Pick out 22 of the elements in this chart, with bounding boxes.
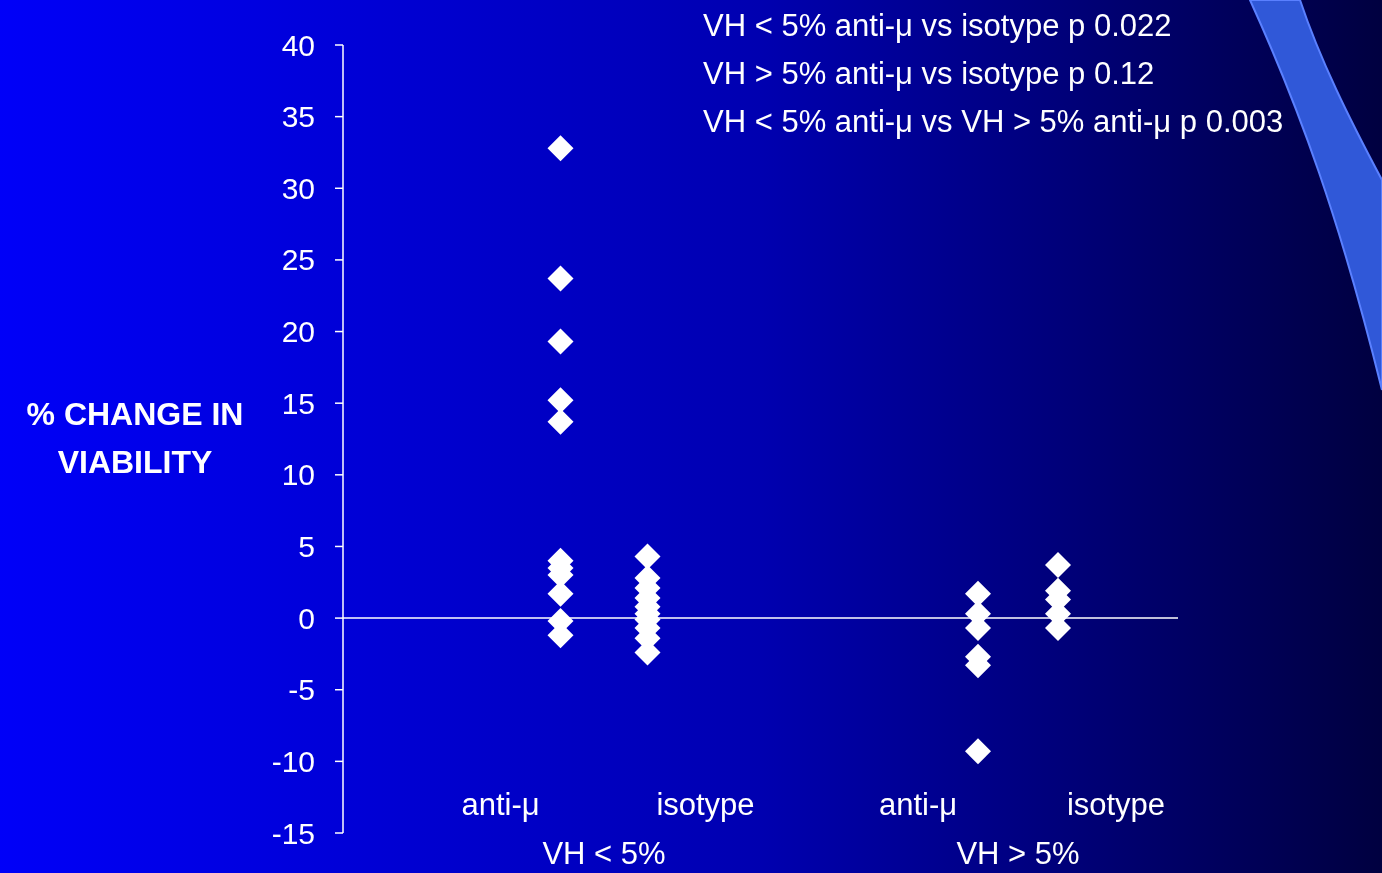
y-tick-label: 0 [298, 601, 315, 635]
annotation: VH < 5% anti-μ vs VH > 5% anti-μ p 0.003 [703, 104, 1284, 139]
y-tick-label: -5 [288, 673, 315, 707]
y-tick-label: 35 [281, 100, 315, 134]
y-tick-label: 25 [281, 243, 315, 277]
x-axis-title: VH > 5% [956, 836, 1080, 871]
x-tick-label: isotype [656, 787, 755, 822]
y-tick-label: 20 [281, 315, 315, 349]
text: VH < 5% anti-μ vs isotype p 0.022 [703, 8, 1172, 43]
y-axis-title: % CHANGE IN VIABILITY [26, 396, 244, 480]
y-tick-label: -10 [271, 744, 315, 778]
y-tick-label: 15 [281, 386, 315, 420]
x-tick-label: anti-μ [461, 787, 540, 822]
x-tick-label: isotype [1066, 787, 1166, 822]
y-tick-label: 30 [281, 171, 315, 205]
x-axis-title: VH < 5% [542, 836, 666, 871]
annotation: VH > 5% anti-μ vs isotype p 0.12 [703, 56, 1155, 91]
y-tick-label: 5 [298, 529, 315, 563]
y-tick-label: 10 [281, 458, 315, 492]
x-tick-label: anti-μ [878, 787, 958, 822]
y-tick-label: 40 [281, 28, 315, 62]
y-tick-label: -15 [271, 816, 315, 850]
